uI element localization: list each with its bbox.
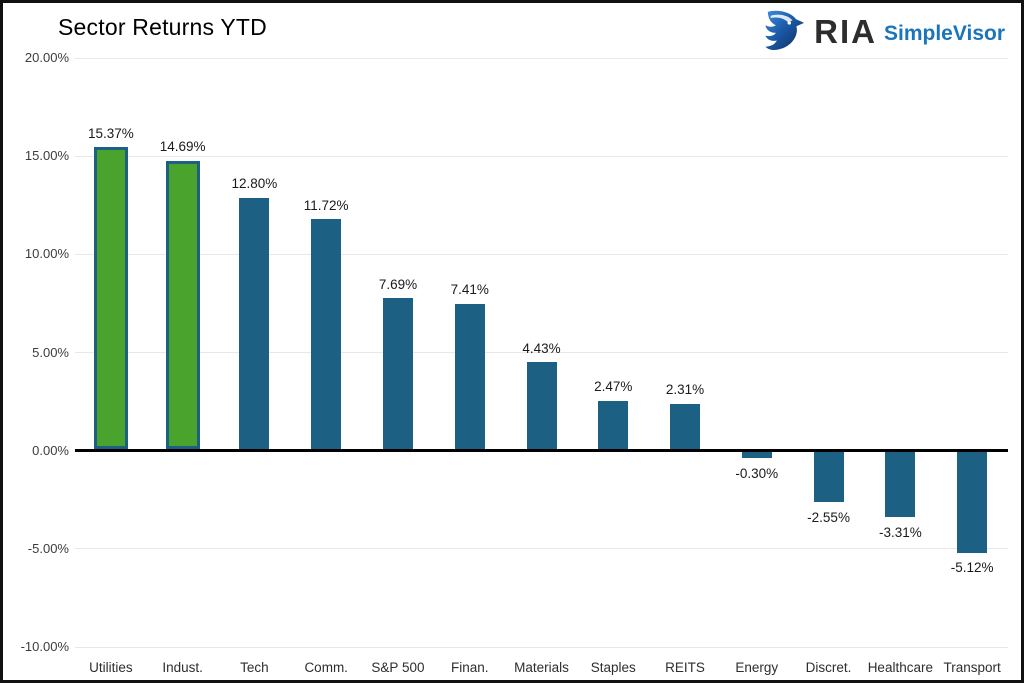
bar-comm- [311,219,342,450]
logo-simplevisor-text: SimpleVisor [884,21,1005,45]
plot-area: 20.00% 15.00% 10.00% 5.00% 0.00% -5.00% -10.00… [21,50,1008,675]
bar-value-label: -5.12% [950,560,994,576]
gridline [75,253,1008,255]
chart-title: Sector Returns YTD [58,14,267,40]
x-axis-category-label: Energy [735,660,779,675]
bar-indust- [165,160,200,450]
bar-s-p-500 [382,298,413,450]
bar-tech [239,197,270,450]
y-axis-tick-label: 15.00% [24,148,69,164]
y-axis-tick-label: 10.00% [24,246,69,262]
bar-materials [526,362,557,450]
bar-value-label: 14.69% [159,139,206,155]
bar-utilities [93,147,128,450]
bar-reits [670,403,701,450]
bar-value-label: 7.69% [378,276,418,292]
gridline [75,155,1008,157]
bar-value-label: 7.41% [450,282,489,298]
x-axis-category-label: Finan. [450,660,489,675]
gridline [75,646,1008,648]
bar-value-label: -3.31% [878,524,922,540]
bar-staples [598,400,629,450]
y-axis-tick-label: -10.00% [20,639,69,654]
bar-value-label: 2.31% [665,382,705,398]
x-axis-category-label: S&P 500 [371,660,425,675]
bar-value-label: 11.72% [303,197,349,213]
bar-value-label: 12.80% [231,176,278,192]
x-axis-category-label: Comm. [304,660,348,675]
x-axis-category-label: Staples [590,660,636,675]
bar-value-label: -0.30% [735,465,779,481]
logo-ria-text: RIA [814,12,877,50]
x-axis-category-label: REITS [665,660,705,675]
bar-transport [957,452,988,553]
gridline [75,548,1008,550]
ria-simplevisor-logo: RIA SimpleVisor [761,10,1005,52]
x-axis-category-label: Healthcare [867,660,933,675]
zero-axis-line [75,449,1008,453]
x-axis-category-label: Transport [943,660,1001,675]
x-axis-category-label: Materials [514,660,569,675]
y-axis-tick-label: -5.00% [27,540,69,556]
x-axis-category-label: Indust. [162,660,203,675]
y-axis-tick-label: 20.00% [24,50,69,65]
gridline [75,57,1008,59]
y-axis-tick-label: 5.00% [32,344,69,360]
bar-value-label: -2.55% [807,509,850,525]
bar-healthcare [885,452,916,518]
bar-discret- [813,452,844,503]
bar-value-label: 15.37% [87,125,134,141]
y-axis-tick-label: 0.00% [32,442,69,458]
x-axis-category-label: Utilities [89,660,133,675]
x-axis-category-label: Discret. [805,660,852,675]
x-axis-category-label: Tech [240,660,269,675]
bar-value-label: 2.47% [594,379,633,395]
gridline [75,352,1008,353]
ria-eagle-icon [761,10,807,52]
bar-value-label: 4.43% [522,340,561,356]
bar-finan- [454,303,485,450]
bar-energy [741,452,772,459]
